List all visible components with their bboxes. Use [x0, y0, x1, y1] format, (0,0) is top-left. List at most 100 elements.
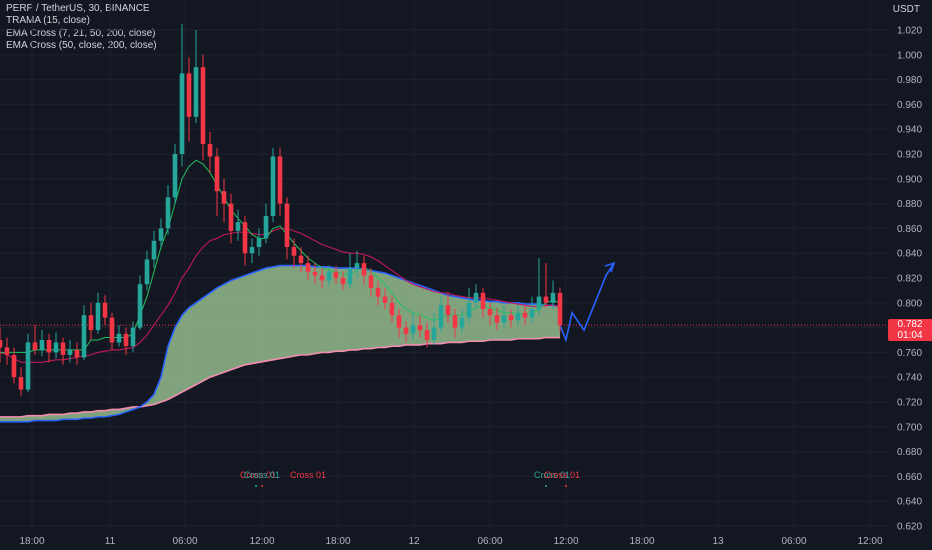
price-tick-label: 1.020 [897, 26, 922, 37]
price-tick-label: 0.900 [897, 174, 922, 185]
cross-marker [261, 485, 263, 487]
candle-body [228, 203, 234, 231]
cross-marker [255, 485, 257, 487]
candle-body [130, 327, 136, 347]
candle-body [186, 73, 192, 117]
price-axis: 0.620 0.640 0.660 0.680 0.700 0.720 0.740 0.760… [897, 26, 922, 533]
candle-body [151, 240, 157, 260]
price-tick-label: 1.000 [897, 50, 922, 61]
cross-label: Cross 01 [534, 470, 570, 480]
time-axis: 18:00 11 06:00 12:00 18:00 12 06:00 12:00 18:00 1… [19, 536, 882, 547]
cross-marker [565, 485, 567, 487]
last-price-value: 0.782 [897, 319, 923, 330]
candle-body [459, 317, 465, 328]
indicator-trama[interactable]: TRAMA (15, close) [6, 15, 90, 27]
price-tick-label: 0.880 [897, 199, 922, 210]
time-tick-label: 12:00 [857, 536, 882, 547]
candle-body [312, 271, 318, 276]
chart-legend: PERP / TetherUS, 30, BINANCE TRAMA (15, … [6, 3, 157, 53]
candle-body [466, 302, 472, 318]
indicator-ema-cross-2[interactable]: EMA Cross (50, close, 200, close) [6, 40, 157, 52]
candle-body [74, 349, 80, 358]
price-tick-label: 0.860 [897, 224, 922, 235]
price-tick-label: 0.940 [897, 125, 922, 136]
candle-body [109, 317, 115, 343]
candle-body [501, 315, 507, 323]
candle-body [137, 284, 143, 328]
candle-body [221, 191, 227, 204]
ema-mid-line [0, 227, 561, 363]
candle-body [410, 325, 416, 334]
price-tick-label: 0.700 [897, 422, 922, 433]
time-tick-label: 12:00 [249, 536, 274, 547]
price-tick-label: 0.920 [897, 150, 922, 161]
candle-body [165, 197, 171, 229]
candle-body [25, 342, 31, 390]
candle-body [557, 292, 563, 326]
price-tick-label: 0.660 [897, 472, 922, 483]
last-price-tag: 0.782 01:04 [888, 319, 932, 341]
candle-body [354, 263, 360, 269]
candle-body [529, 309, 535, 318]
candle-body [179, 73, 185, 154]
bar-countdown: 01:04 [897, 330, 923, 341]
projection-path [559, 262, 615, 343]
candle-body [193, 67, 199, 117]
price-tick-label: 0.840 [897, 249, 922, 260]
symbol-title[interactable]: PERP / TetherUS, 30, BINANCE [6, 3, 150, 14]
grid [0, 0, 888, 530]
price-tick-label: 0.800 [897, 298, 922, 309]
candle-body [270, 156, 276, 216]
price-tick-label: 0.760 [897, 348, 922, 359]
candle-body [361, 263, 367, 276]
candle-body [123, 333, 129, 347]
candle-body [396, 315, 402, 328]
indicator-ema-cross-1[interactable]: EMA Cross (7, 21, 50, 200, close) [6, 27, 156, 39]
candle-body [298, 255, 304, 264]
cross-marker [545, 485, 547, 487]
candle-body [389, 302, 395, 316]
price-tick-label: 0.820 [897, 274, 922, 285]
candle-body [67, 349, 73, 355]
trama-line [0, 159, 561, 353]
candle-body [417, 325, 423, 331]
price-tick-label: 0.720 [897, 398, 922, 409]
candle-body [480, 292, 486, 309]
candle-body [508, 315, 514, 321]
cross-label: Cross 01 [240, 470, 276, 480]
candle-body [550, 292, 556, 303]
candle-body [249, 247, 255, 254]
time-tick-label: 18:00 [629, 536, 654, 547]
cross-label: Cross 01 [244, 470, 280, 480]
candle-body [438, 305, 444, 328]
candle-body [326, 271, 332, 281]
projection-arrow [604, 261, 616, 273]
candle-body [340, 278, 346, 285]
candle-body [382, 296, 388, 303]
candle-body [305, 263, 311, 272]
candle-body [0, 340, 3, 348]
ema-fill-area [0, 265, 560, 422]
candle-body [11, 354, 17, 378]
candle-body [116, 333, 122, 343]
ema-cloud-fill [0, 265, 560, 422]
time-tick-label: 13 [712, 536, 724, 547]
candle-body [4, 347, 10, 355]
candle-body [494, 315, 500, 323]
candle-body [277, 156, 283, 204]
candle-body [319, 275, 325, 281]
candle-body [172, 154, 178, 198]
currency-unit: USDT [892, 4, 920, 15]
time-tick-label: 06:00 [781, 536, 806, 547]
cross-label: Cross 01 [290, 470, 326, 480]
time-tick-label: 11 [105, 536, 116, 547]
price-tick-label: 0.620 [897, 522, 922, 533]
candle-body [515, 312, 521, 321]
candle-body [39, 340, 45, 350]
candle-body [88, 315, 94, 331]
candle-body [403, 327, 409, 334]
cross-label: Cross 01 [544, 470, 580, 480]
candle-body [242, 222, 248, 254]
